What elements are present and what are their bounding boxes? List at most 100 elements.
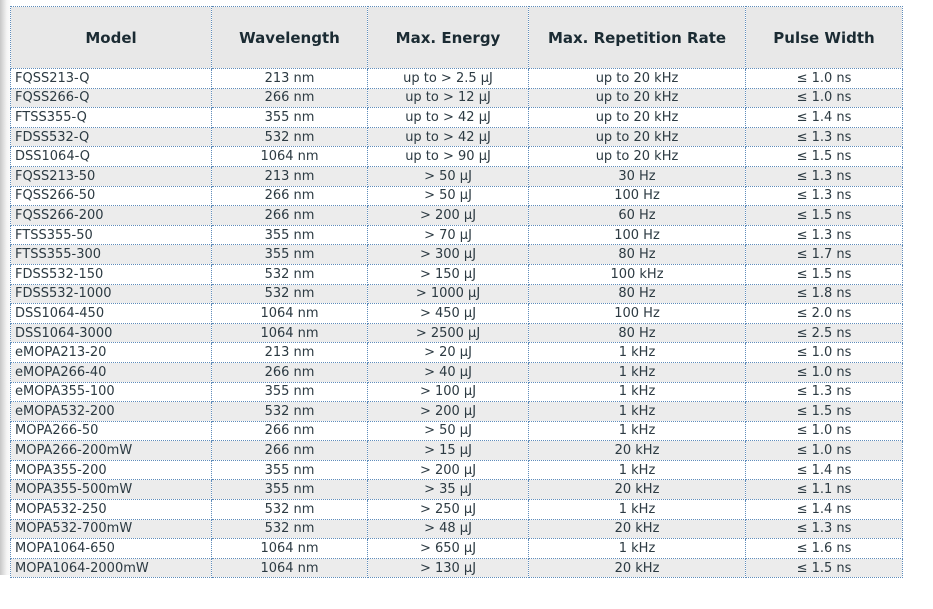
table-row: MOPA266-50 266 nm > 50 µJ 1 kHz ≤ 1.0 ns	[10, 420, 903, 442]
cell-wavelength: 213 nm	[211, 342, 368, 363]
cell-pulse-width: ≤ 1.0 ns	[745, 68, 903, 89]
cell-repetition-rate: 1 kHz	[528, 401, 746, 422]
cell-pulse-width: ≤ 2.5 ns	[745, 322, 903, 344]
cell-wavelength: 355 nm	[211, 244, 368, 265]
cell-wavelength: 266 nm	[211, 420, 368, 442]
cell-pulse-width: ≤ 1.8 ns	[745, 283, 903, 305]
cell-model: FDSS532-150	[10, 263, 212, 285]
cell-max-energy: > 130 µJ	[367, 557, 529, 579]
cell-max-energy: > 650 µJ	[367, 538, 529, 559]
cell-wavelength: 1064 nm	[211, 146, 368, 167]
table-row: eMOPA355-100 355 nm > 100 µJ 1 kHz ≤ 1.3 ns	[10, 381, 903, 403]
cell-max-energy: > 50 µJ	[367, 185, 529, 207]
column-header-wavelength: Wavelength	[211, 6, 368, 69]
cell-model: MOPA266-200mW	[10, 440, 212, 461]
cell-pulse-width: ≤ 1.5 ns	[745, 205, 903, 226]
cell-pulse-width: ≤ 1.0 ns	[745, 420, 903, 442]
cell-model: FTSS355-50	[10, 224, 212, 246]
table-row: MOPA355-200 355 nm > 200 µJ 1 kHz ≤ 1.4 ns	[10, 459, 903, 481]
cell-repetition-rate: 60 Hz	[528, 205, 746, 226]
cell-model: MOPA1064-650	[10, 538, 212, 559]
cell-wavelength: 532 nm	[211, 283, 368, 305]
cell-repetition-rate: 20 kHz	[528, 518, 746, 540]
cell-wavelength: 532 nm	[211, 263, 368, 285]
cell-wavelength: 355 nm	[211, 479, 368, 501]
cell-pulse-width: ≤ 1.3 ns	[745, 165, 903, 187]
cell-max-energy: > 100 µJ	[367, 381, 529, 403]
cell-max-energy: > 150 µJ	[367, 263, 529, 285]
table-row: DSS1064-450 1064 nm > 450 µJ 100 Hz ≤ 2.0 ns	[10, 303, 903, 324]
table-row: MOPA532-250 532 nm > 250 µJ 1 kHz ≤ 1.4 ns	[10, 499, 903, 520]
cell-wavelength: 213 nm	[211, 68, 368, 89]
cell-pulse-width: ≤ 1.4 ns	[745, 499, 903, 520]
cell-repetition-rate: 100 Hz	[528, 185, 746, 207]
cell-model: MOPA355-200	[10, 459, 212, 481]
cell-max-energy: > 300 µJ	[367, 244, 529, 265]
cell-pulse-width: ≤ 1.1 ns	[745, 479, 903, 501]
cell-max-energy: > 450 µJ	[367, 303, 529, 324]
cell-model: FTSS355-300	[10, 244, 212, 265]
cell-model: MOPA532-700mW	[10, 518, 212, 540]
cell-pulse-width: ≤ 2.0 ns	[745, 303, 903, 324]
cell-repetition-rate: up to 20 kHz	[528, 107, 746, 128]
cell-pulse-width: ≤ 1.5 ns	[745, 146, 903, 167]
cell-max-energy: up to > 42 µJ	[367, 126, 529, 148]
cell-wavelength: 1064 nm	[211, 538, 368, 559]
cell-model: MOPA1064-2000mW	[10, 557, 212, 579]
cell-model: FDSS532-1000	[10, 283, 212, 305]
cell-model: FDSS532-Q	[10, 126, 212, 148]
cell-wavelength: 1064 nm	[211, 557, 368, 579]
cell-repetition-rate: 80 Hz	[528, 283, 746, 305]
cell-model: eMOPA213-20	[10, 342, 212, 363]
cell-repetition-rate: 1 kHz	[528, 459, 746, 481]
cell-model: FQSS266-200	[10, 205, 212, 226]
cell-model: MOPA532-250	[10, 499, 212, 520]
table-row: FQSS266-200 266 nm > 200 µJ 60 Hz ≤ 1.5 ns	[10, 205, 903, 226]
cell-repetition-rate: 80 Hz	[528, 244, 746, 265]
cell-pulse-width: ≤ 1.4 ns	[745, 107, 903, 128]
cell-max-energy: up to > 2.5 µJ	[367, 68, 529, 89]
cell-repetition-rate: 100 kHz	[528, 263, 746, 285]
table-row: eMOPA532-200 532 nm > 200 µJ 1 kHz ≤ 1.5 ns	[10, 401, 903, 422]
table-row: MOPA1064-2000mW 1064 nm > 130 µJ 20 kHz ≤ 1.…	[10, 557, 903, 579]
cell-pulse-width: ≤ 1.4 ns	[745, 459, 903, 481]
cell-model: MOPA266-50	[10, 420, 212, 442]
table-row: FTSS355-50 355 nm > 70 µJ 100 Hz ≤ 1.3 ns	[10, 224, 903, 246]
table-row: DSS1064-Q 1064 nm up to > 90 µJ up to 20 kH…	[10, 146, 903, 167]
cell-pulse-width: ≤ 1.3 ns	[745, 518, 903, 540]
cell-max-energy: up to > 90 µJ	[367, 146, 529, 167]
cell-pulse-width: ≤ 1.0 ns	[745, 440, 903, 461]
cell-repetition-rate: 1 kHz	[528, 420, 746, 442]
table-row: eMOPA266-40 266 nm > 40 µJ 1 kHz ≤ 1.0 ns	[10, 361, 903, 383]
cell-model: FQSS266-50	[10, 185, 212, 207]
cell-model: DSS1064-450	[10, 303, 212, 324]
cell-repetition-rate: 30 Hz	[528, 165, 746, 187]
table-row: FTSS355-300 355 nm > 300 µJ 80 Hz ≤ 1.7 ns	[10, 244, 903, 265]
cell-pulse-width: ≤ 1.0 ns	[745, 87, 903, 109]
cell-repetition-rate: up to 20 kHz	[528, 126, 746, 148]
cell-max-energy: > 200 µJ	[367, 401, 529, 422]
cell-model: FQSS266-Q	[10, 87, 212, 109]
cell-wavelength: 1064 nm	[211, 303, 368, 324]
cell-max-energy: > 20 µJ	[367, 342, 529, 363]
cell-repetition-rate: up to 20 kHz	[528, 68, 746, 89]
cell-wavelength: 532 nm	[211, 499, 368, 520]
cell-max-energy: > 50 µJ	[367, 420, 529, 442]
table-row: FDSS532-150 532 nm > 150 µJ 100 kHz ≤ 1.5 ns	[10, 263, 903, 285]
cell-wavelength: 532 nm	[211, 401, 368, 422]
cell-pulse-width: ≤ 1.0 ns	[745, 361, 903, 383]
cell-max-energy: up to > 12 µJ	[367, 87, 529, 109]
cell-max-energy: > 200 µJ	[367, 205, 529, 226]
cell-repetition-rate: up to 20 kHz	[528, 87, 746, 109]
cell-max-energy: > 1000 µJ	[367, 283, 529, 305]
cell-repetition-rate: 1 kHz	[528, 499, 746, 520]
cell-repetition-rate: up to 20 kHz	[528, 146, 746, 167]
cell-max-energy: > 48 µJ	[367, 518, 529, 540]
table-row: DSS1064-3000 1064 nm > 2500 µJ 80 Hz ≤ 2.5 n…	[10, 322, 903, 344]
table-row: MOPA1064-650 1064 nm > 650 µJ 1 kHz ≤ 1.6 ns	[10, 538, 903, 559]
cell-wavelength: 266 nm	[211, 440, 368, 461]
cell-pulse-width: ≤ 1.5 ns	[745, 263, 903, 285]
cell-pulse-width: ≤ 1.6 ns	[745, 538, 903, 559]
cell-model: DSS1064-3000	[10, 322, 212, 344]
